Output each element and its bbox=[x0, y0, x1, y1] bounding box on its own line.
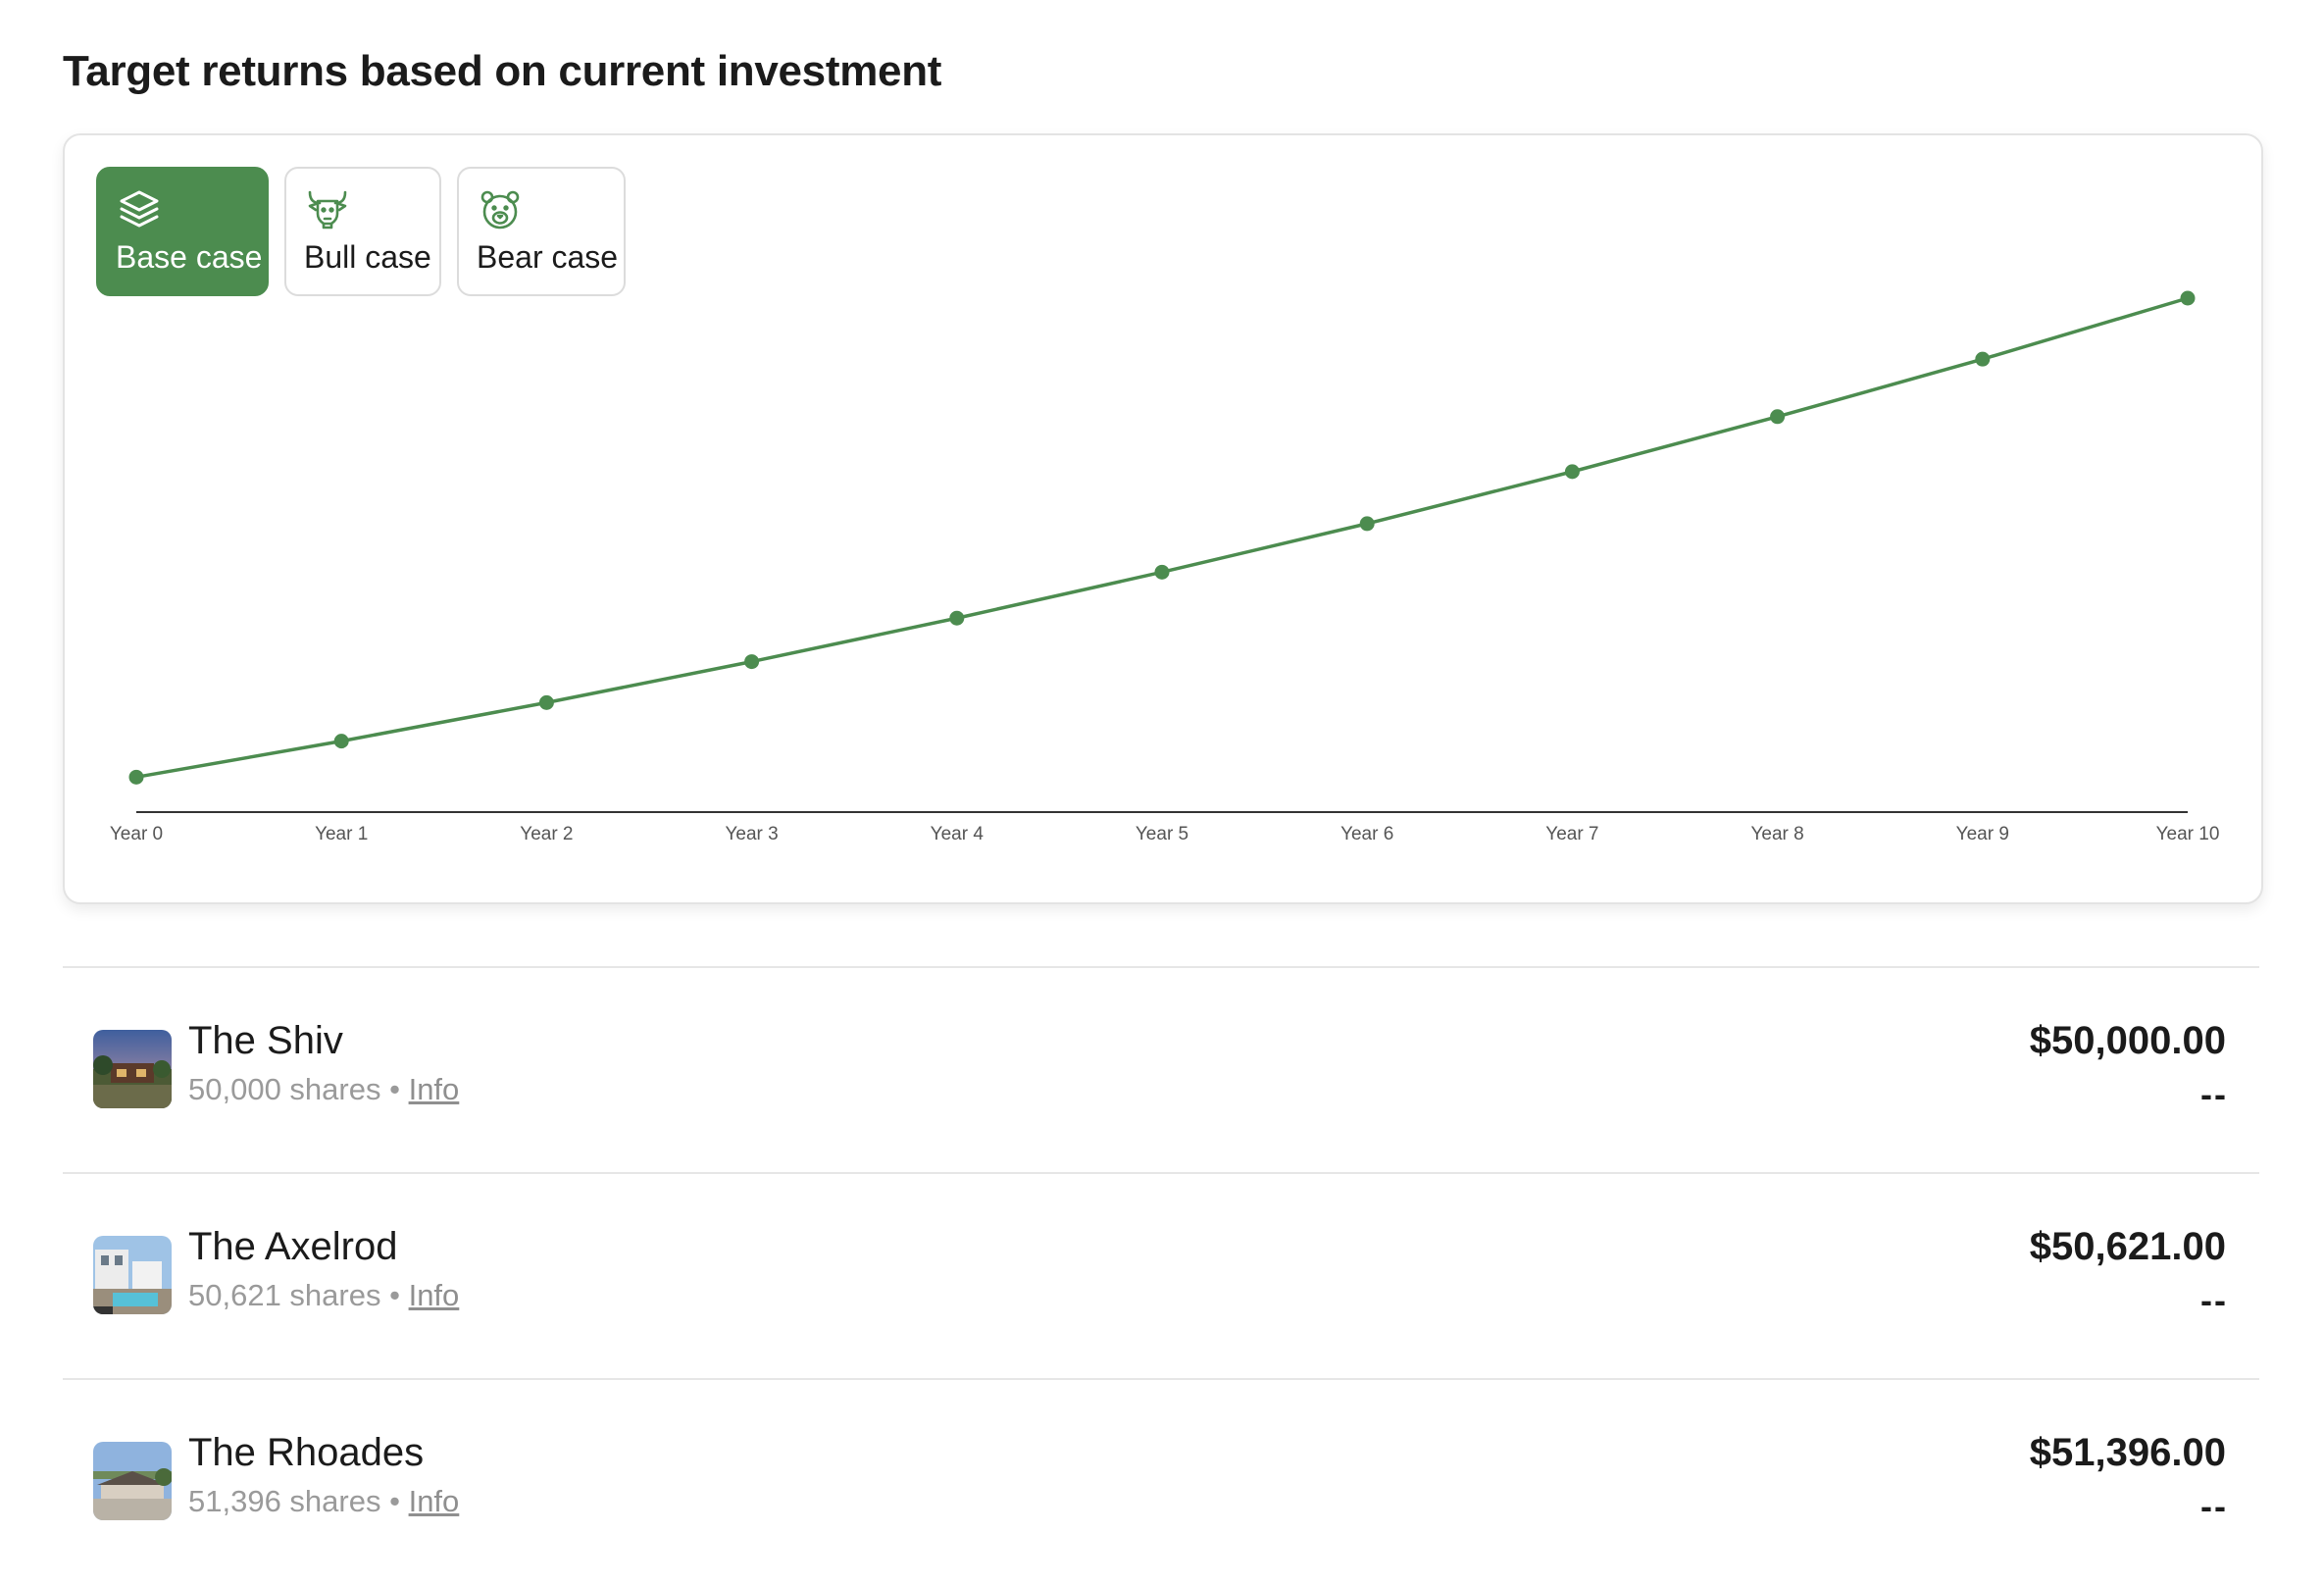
property-name: The Axelrod bbox=[188, 1225, 398, 1268]
property-subtitle: 51,396 shares • Info bbox=[188, 1484, 459, 1519]
tab-bear-case-label: Bear case bbox=[477, 239, 619, 275]
tab-base-case[interactable]: Base case bbox=[96, 167, 269, 296]
holding-row[interactable]: The Rhoades 51,396 shares • Info $51,396… bbox=[63, 1378, 2259, 1584]
share-count: 51,396 shares bbox=[188, 1484, 381, 1518]
x-tick-label: Year 9 bbox=[1956, 824, 2009, 844]
info-link[interactable]: Info bbox=[408, 1072, 460, 1106]
return-value: -- bbox=[2200, 1486, 2228, 1526]
data-point[interactable] bbox=[128, 769, 144, 785]
holdings-list: The Shiv 50,000 shares • Info $50,000.00… bbox=[63, 966, 2259, 1584]
case-tabs: Base case Bull case bbox=[96, 167, 626, 296]
property-subtitle: 50,621 shares • Info bbox=[188, 1278, 459, 1313]
property-subtitle: 50,000 shares • Info bbox=[188, 1072, 459, 1107]
data-point[interactable] bbox=[1770, 409, 1786, 425]
property-name: The Shiv bbox=[188, 1019, 343, 1062]
tab-bull-case-label: Bull case bbox=[304, 239, 431, 275]
data-point[interactable] bbox=[538, 694, 554, 710]
share-count: 50,621 shares bbox=[188, 1278, 381, 1312]
share-count: 50,000 shares bbox=[188, 1072, 381, 1106]
bear-icon bbox=[480, 190, 520, 230]
series-line bbox=[135, 296, 2189, 780]
data-point[interactable] bbox=[744, 654, 760, 670]
separator-dot: • bbox=[380, 1072, 409, 1106]
property-thumbnail bbox=[93, 1030, 172, 1108]
holding-row[interactable]: The Shiv 50,000 shares • Info $50,000.00… bbox=[63, 966, 2259, 1172]
tab-base-case-label: Base case bbox=[116, 239, 263, 275]
investment-amount: $50,621.00 bbox=[2029, 1225, 2226, 1268]
info-link[interactable]: Info bbox=[408, 1278, 460, 1312]
property-thumbnail bbox=[93, 1236, 172, 1314]
return-value: -- bbox=[2200, 1280, 2228, 1320]
returns-chart-card: Year 0 Year 1 Year 2 Year 3 Year 4 Year 5 Year… bbox=[63, 133, 2263, 904]
data-point[interactable] bbox=[2180, 290, 2196, 306]
x-tick-label: Year 3 bbox=[725, 824, 778, 844]
x-tick-label: Year 5 bbox=[1136, 824, 1188, 844]
separator-dot: • bbox=[380, 1278, 409, 1312]
x-tick-label: Year 4 bbox=[931, 824, 985, 844]
data-point[interactable] bbox=[1154, 564, 1170, 580]
returns-line-chart: Year 0 Year 1 Year 2 Year 3 Year 4 Year 5 Year… bbox=[110, 290, 2220, 844]
x-tick-label: Year 6 bbox=[1340, 824, 1393, 844]
data-point[interactable] bbox=[1975, 351, 1991, 367]
data-point[interactable] bbox=[1564, 464, 1580, 480]
bull-icon bbox=[308, 190, 347, 230]
x-tick-label: Year 1 bbox=[315, 824, 368, 844]
investment-amount: $50,000.00 bbox=[2029, 1019, 2226, 1062]
x-tick-label: Year 8 bbox=[1750, 824, 1803, 844]
return-value: -- bbox=[2200, 1074, 2228, 1114]
data-point[interactable] bbox=[333, 734, 349, 749]
tab-bull-case[interactable]: Bull case bbox=[284, 167, 441, 296]
tab-bear-case[interactable]: Bear case bbox=[457, 167, 626, 296]
holding-row[interactable]: The Axelrod 50,621 shares • Info $50,621… bbox=[63, 1172, 2259, 1378]
x-tick-label: Year 0 bbox=[110, 824, 163, 844]
separator-dot: • bbox=[380, 1484, 409, 1518]
info-link[interactable]: Info bbox=[408, 1484, 460, 1518]
property-thumbnail bbox=[93, 1442, 172, 1520]
x-tick-label: Year 2 bbox=[520, 824, 573, 844]
property-name: The Rhoades bbox=[188, 1431, 425, 1474]
data-point[interactable] bbox=[1359, 516, 1375, 532]
x-tick-label: Year 7 bbox=[1545, 824, 1598, 844]
layers-icon bbox=[120, 190, 159, 228]
data-point[interactable] bbox=[949, 610, 965, 626]
investment-amount: $51,396.00 bbox=[2029, 1431, 2226, 1474]
page-title: Target returns based on current investme… bbox=[63, 47, 942, 95]
x-tick-label: Year 10 bbox=[2156, 824, 2220, 844]
